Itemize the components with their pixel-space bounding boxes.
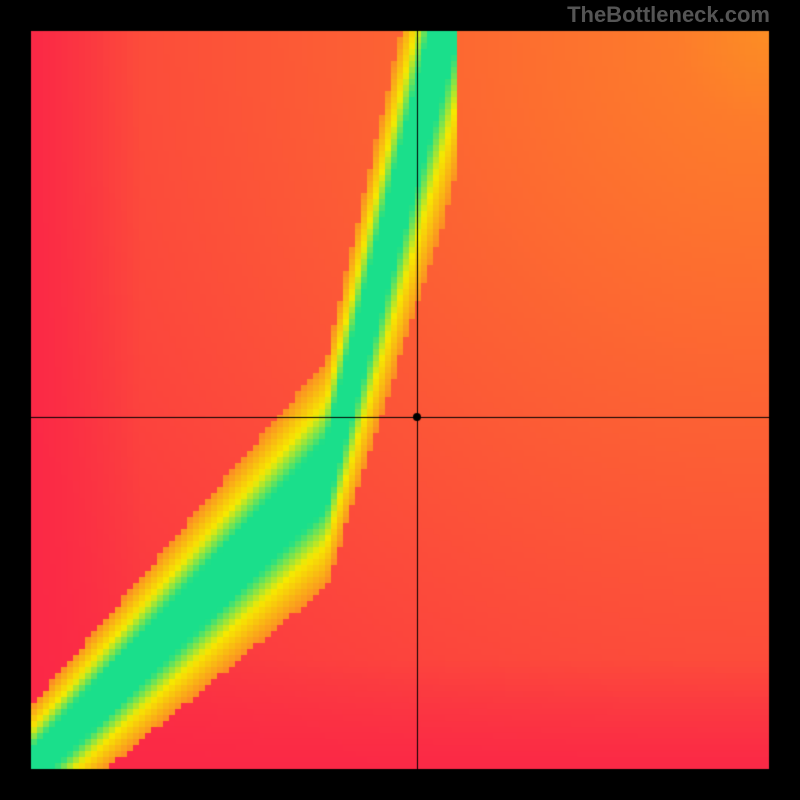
watermark-text: TheBottleneck.com: [567, 2, 770, 28]
heatmap-canvas: [0, 0, 800, 800]
chart-container: TheBottleneck.com: [0, 0, 800, 800]
